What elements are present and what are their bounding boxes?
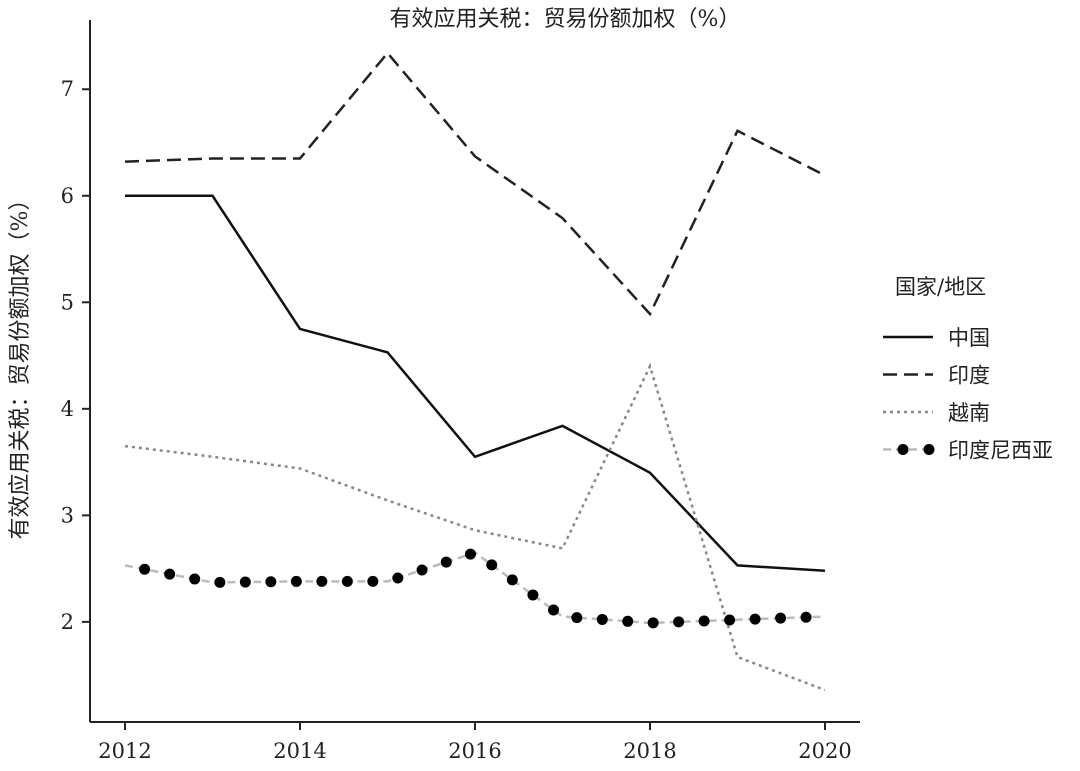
data-point-marker: [392, 572, 404, 584]
data-point-marker: [416, 564, 428, 576]
data-point-marker: [367, 575, 379, 587]
y-tick-label: 6: [61, 184, 74, 208]
data-point-marker: [265, 576, 277, 588]
legend-label: 中国: [948, 326, 990, 350]
data-point-marker: [527, 589, 539, 601]
data-point-marker: [290, 575, 302, 587]
series-line-中国: [125, 194, 826, 572]
data-point-marker: [698, 615, 710, 627]
x-tick-label: 2018: [623, 739, 676, 763]
data-point-marker: [800, 611, 812, 623]
data-point-marker: [239, 576, 251, 588]
x-tick-label: 2014: [273, 739, 326, 763]
data-point-marker: [673, 616, 685, 628]
data-point-marker: [486, 559, 498, 571]
data-point-marker: [647, 617, 659, 629]
y-tick-label: 3: [61, 503, 74, 527]
data-point-marker: [341, 575, 353, 587]
x-tick-label: 2020: [798, 739, 851, 763]
data-point-marker: [622, 615, 634, 627]
data-point-marker: [316, 575, 328, 587]
legend-title: 国家/地区: [895, 275, 986, 299]
x-tick-label: 2012: [98, 739, 151, 763]
data-point-marker: [571, 612, 583, 624]
y-tick-label: 7: [61, 77, 74, 101]
data-point-marker: [506, 574, 518, 586]
data-point-marker: [548, 604, 560, 616]
data-point-marker: [464, 548, 476, 560]
legend-marker: [923, 444, 935, 455]
y-axis-label: 有效应用关税：贸易份额加权（%）: [8, 189, 33, 540]
data-point-marker: [440, 556, 452, 568]
data-point-marker: [596, 613, 608, 625]
data-point-marker: [139, 563, 151, 575]
y-tick-label: 5: [61, 290, 74, 314]
data-point-marker: [214, 576, 226, 588]
data-point-marker: [775, 612, 787, 624]
series-line-印度: [124, 51, 826, 317]
series-group: [124, 51, 826, 692]
data-point-marker: [189, 573, 201, 585]
y-tick-label: 4: [61, 397, 74, 421]
data-point-marker: [724, 614, 736, 626]
legend-label: 印度尼西亚: [948, 439, 1053, 463]
data-point-marker: [749, 613, 761, 625]
series-line-印度尼西亚: [124, 551, 826, 625]
x-tick-label: 2016: [448, 739, 501, 763]
legend-label: 越南: [948, 401, 990, 425]
y-tick-label: 2: [61, 610, 74, 634]
axes: 2 3 4 5 6 7 2012 2014 2016 2018 2020: [61, 20, 860, 763]
legend-label: 印度: [948, 364, 990, 388]
data-point-marker: [164, 568, 176, 580]
legend-marker: [897, 444, 909, 455]
series-line-越南: [124, 362, 826, 692]
chart-title: 有效应用关税：贸易份额加权（%）: [390, 7, 741, 32]
